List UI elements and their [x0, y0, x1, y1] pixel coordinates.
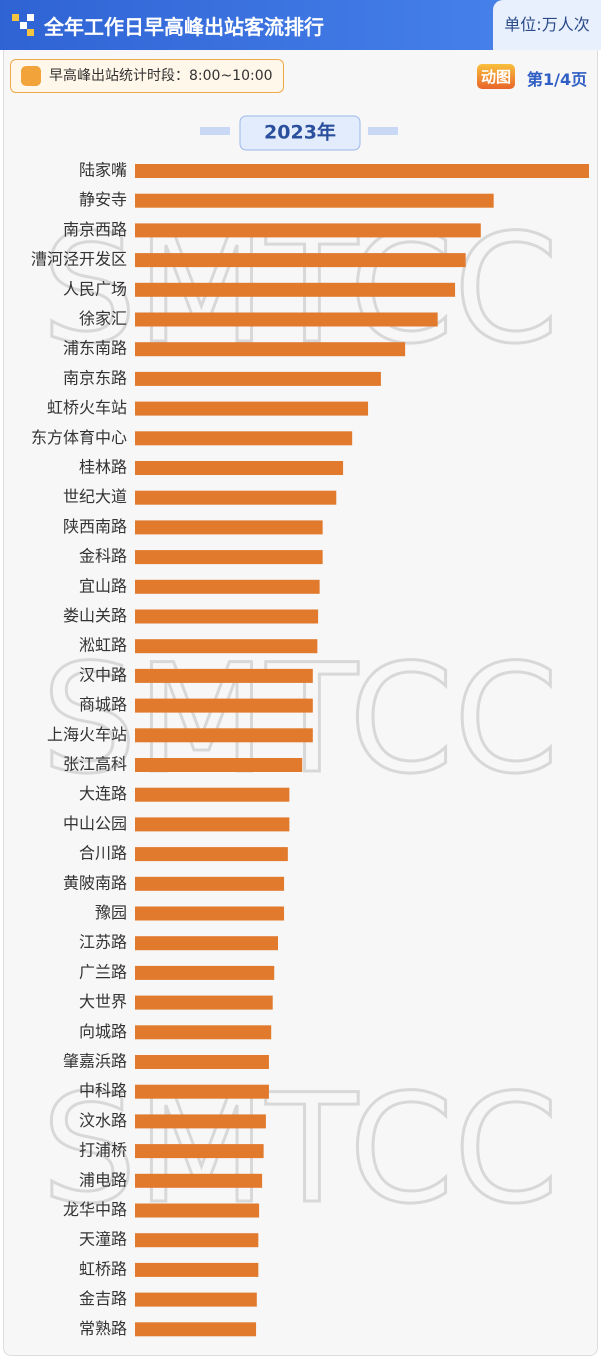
bar [135, 1233, 259, 1248]
category-label: 南京西路 [63, 220, 127, 239]
bar [135, 1292, 257, 1307]
category-label: 东方体育中心 [31, 428, 127, 447]
bar [135, 312, 438, 327]
bar [135, 847, 288, 862]
category-label: 商城路 [79, 695, 127, 714]
unit: 单位:万人次 [493, 0, 601, 50]
bar [135, 193, 494, 208]
bar [135, 1025, 272, 1040]
category-label: 浦电路 [79, 1170, 127, 1189]
bar [135, 401, 369, 416]
category-label: 桂林路 [79, 458, 127, 477]
category-label: 虹桥火车站 [47, 398, 127, 417]
category-label: 世纪大道 [63, 487, 127, 506]
bar [135, 550, 323, 565]
bar [135, 1173, 263, 1188]
bar [135, 936, 279, 951]
category-label: 上海火车站 [47, 725, 127, 744]
bar [135, 609, 319, 624]
category-label: 大世界 [79, 992, 127, 1011]
bar [135, 668, 313, 683]
category-label: 浦东南路 [63, 339, 127, 358]
bar [135, 579, 320, 594]
category-label: 陆家嘴 [79, 161, 127, 180]
title: 全年工作日早高峰出站客流排行 [44, 15, 324, 39]
bar [135, 223, 481, 238]
category-label: 打浦桥 [79, 1141, 127, 1160]
category-label: 常熟路 [79, 1319, 127, 1338]
category-label: 陕西南路 [63, 517, 127, 536]
category-label: 龙华中路 [63, 1200, 127, 1219]
bar [135, 758, 303, 772]
category-label: 虹桥路 [79, 1259, 127, 1278]
category-label: 豫园 [95, 903, 127, 922]
bar [135, 1055, 269, 1069]
category-label: 肇嘉浜路 [63, 1052, 127, 1071]
bar [135, 698, 313, 713]
bar [135, 461, 344, 475]
bar [135, 639, 318, 654]
category-label: 人民广场 [63, 279, 127, 298]
category-label: 静安寺 [79, 190, 127, 209]
bar [135, 490, 337, 505]
bar [135, 1322, 257, 1337]
category-label: 张江高科 [63, 755, 127, 774]
bar [135, 787, 290, 802]
decor [200, 127, 230, 135]
bar [135, 1114, 266, 1129]
bar [135, 371, 381, 386]
category-label: 中科路 [79, 1081, 127, 1100]
watermark: SMTCC [42, 1063, 559, 1237]
bar [135, 1203, 260, 1218]
category-label: 合川路 [79, 844, 127, 863]
category-label: 金科路 [79, 547, 127, 566]
bar [135, 817, 290, 832]
bar [135, 282, 456, 297]
category-label: 漕河泾开发区 [31, 250, 127, 269]
period: 早高峰出站统计时段：8:00~10:00 [10, 59, 284, 93]
category-label: 宜山路 [79, 576, 127, 595]
category-label: 江苏路 [79, 933, 127, 952]
logo [12, 14, 34, 36]
bar [135, 965, 275, 980]
bar [135, 431, 353, 446]
page-indicator: 第1/4页 [527, 70, 588, 89]
bar [135, 876, 285, 891]
bar [135, 728, 313, 743]
bar [135, 1144, 264, 1159]
category-label: 淞虹路 [79, 636, 127, 655]
period-icon [21, 66, 41, 86]
category-label: 汉中路 [79, 665, 127, 684]
chart-title: 2023年 [264, 121, 336, 144]
category-label: 天潼路 [79, 1230, 127, 1249]
category-label: 大连路 [79, 784, 127, 803]
period-text: 早高峰出站统计时段：8:00~10:00 [49, 68, 273, 84]
year-pill [239, 115, 361, 151]
bar [135, 253, 466, 268]
category-label: 向城路 [79, 1022, 127, 1041]
watermark: SMTCC [42, 633, 559, 807]
category-label: 中山公园 [63, 814, 127, 833]
badge[interactable]: 动图 [477, 64, 516, 89]
decor [368, 127, 398, 135]
category-label: 广兰路 [79, 962, 127, 981]
category-label: 徐家汇 [79, 309, 127, 328]
category-label: 娄山关路 [63, 606, 127, 625]
header: 全年工作日早高峰出站客流排行 单位:万人次 [0, 0, 601, 50]
category-label: 汶水路 [79, 1111, 127, 1130]
bar [135, 520, 323, 535]
category-label: 南京东路 [63, 368, 127, 387]
bar [135, 1262, 259, 1277]
bar [135, 906, 285, 921]
bar [135, 1084, 269, 1099]
bar [135, 995, 273, 1010]
category-label: 黄陂南路 [63, 873, 127, 892]
bar [135, 342, 406, 357]
bar [135, 164, 589, 178]
category-label: 金吉路 [79, 1289, 127, 1308]
